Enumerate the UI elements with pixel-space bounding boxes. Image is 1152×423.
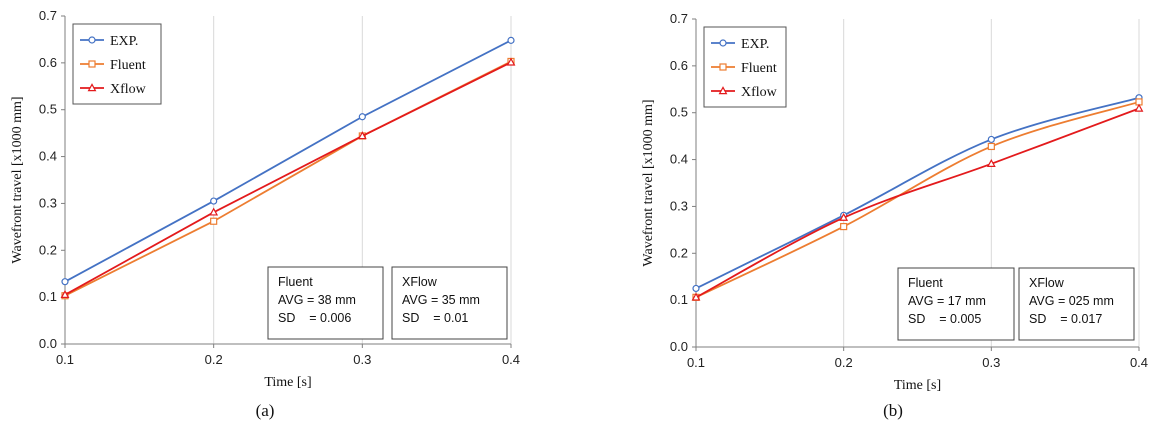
series-line-exp [64, 39, 512, 283]
stat-box-sd: SD = 0.006 [278, 311, 351, 325]
stat-box-title: Fluent [908, 276, 943, 290]
y-tick-label: 0.6 [39, 55, 57, 70]
x-axis-label: Time [s] [264, 375, 311, 390]
x-tick-label: 0.3 [982, 355, 1000, 370]
stat-box-sd: SD = 0.005 [908, 312, 981, 326]
data-point [507, 36, 515, 44]
y-tick-label: 0.4 [670, 152, 688, 167]
y-tick-label: 0.5 [39, 102, 57, 117]
data-point [60, 289, 70, 298]
data-point [691, 292, 701, 301]
stat-box-sd: SD = 0.017 [1029, 312, 1102, 326]
legend-marker [719, 63, 727, 71]
data-point [506, 57, 516, 66]
legend-marker [88, 60, 96, 68]
data-point [357, 131, 367, 140]
data-point [1134, 103, 1144, 112]
y-tick-label: 0.6 [670, 58, 688, 73]
stat-box-avg: AVG = 38 mm [278, 293, 356, 307]
legend-marker [718, 86, 728, 95]
data-point [210, 217, 218, 225]
stat-box-avg: AVG = 025 mm [1029, 294, 1114, 308]
stat-box: Fluent AVG = 38 mm SD = 0.006 [267, 266, 384, 340]
legend-label: Fluent [741, 61, 777, 76]
data-point [692, 284, 700, 293]
legend-label: Xflow [741, 85, 778, 100]
figure-caption: (a) [256, 401, 275, 420]
y-tick-label: 0.3 [39, 195, 57, 210]
y-tick-label: 0.4 [39, 149, 57, 164]
y-tick-label: 0.1 [39, 289, 57, 304]
data-point [839, 212, 849, 221]
chart-0: 0.00.10.20.30.40.50.60.70.1 0.2 0.3 0.4Time… [10, 8, 520, 420]
stat-box-avg: AVG = 17 mm [908, 294, 986, 308]
stat-box: XFlow AVG = 025 mm SD = 0.017 [1018, 267, 1135, 341]
data-point [840, 222, 848, 231]
stat-box-frame [1018, 267, 1135, 341]
x-tick-label: 0.2 [835, 355, 853, 370]
data-point [210, 197, 218, 205]
figure-caption: (b) [883, 401, 903, 420]
data-point [358, 113, 366, 121]
x-tick-label: 0.2 [205, 352, 223, 367]
y-tick-label: 0.3 [670, 198, 688, 213]
data-point [61, 278, 69, 286]
y-axis-label: Wavefront travel [x1000 mm] [10, 96, 25, 263]
series-line-xflow [695, 107, 1140, 299]
x-tick-label: 0.1 [687, 355, 705, 370]
chart-1: 0.00.10.20.30.40.50.60.70.1 0.2 0.3 0.4Time… [641, 11, 1148, 420]
x-tick-label: 0.1 [56, 352, 74, 367]
y-axis-label: Wavefront travel [x1000 mm] [641, 99, 656, 266]
stat-box-avg: AVG = 35 mm [402, 293, 480, 307]
stat-box-frame [267, 266, 384, 340]
series-line-fluent [695, 101, 1140, 299]
data-point [987, 135, 995, 144]
legend-marker [88, 36, 96, 44]
stat-box-frame [897, 267, 1015, 341]
x-axis-label: Time [s] [894, 378, 941, 393]
stat-box: Fluent AVG = 17 mm SD = 0.005 [897, 267, 1015, 341]
stat-box-title: XFlow [1029, 276, 1065, 290]
y-tick-label: 0.2 [39, 242, 57, 257]
legend-label: EXP. [741, 37, 769, 52]
x-tick-label: 0.3 [353, 352, 371, 367]
y-tick-label: 0.0 [670, 339, 688, 354]
y-tick-label: 0.7 [670, 11, 688, 26]
legend-marker [719, 39, 727, 47]
data-point [209, 207, 219, 216]
data-point [987, 142, 995, 151]
stat-box: XFlow AVG = 35 mm SD = 0.01 [391, 266, 508, 340]
legend-marker [87, 83, 97, 92]
y-tick-label: 0.1 [670, 292, 688, 307]
legend: EXP. Fluent Xflow [72, 23, 162, 105]
stat-box-title: Fluent [278, 275, 313, 289]
stat-box-frame [391, 266, 508, 340]
data-point [986, 158, 996, 167]
y-tick-label: 0.7 [39, 8, 57, 23]
legend-label: Fluent [110, 58, 146, 73]
x-tick-label: 0.4 [1130, 355, 1148, 370]
legend: EXP. Fluent Xflow [703, 26, 787, 108]
stat-box-sd: SD = 0.01 [402, 311, 468, 325]
series-line-xflow [64, 61, 512, 296]
legend-label: EXP. [110, 34, 138, 49]
y-tick-label: 0.2 [670, 245, 688, 260]
series-line-exp [695, 96, 1140, 290]
stat-box-title: XFlow [402, 275, 438, 289]
legend-label: Xflow [110, 82, 147, 97]
y-tick-label: 0.5 [670, 105, 688, 120]
y-tick-label: 0.0 [39, 336, 57, 351]
x-tick-label: 0.4 [502, 352, 520, 367]
